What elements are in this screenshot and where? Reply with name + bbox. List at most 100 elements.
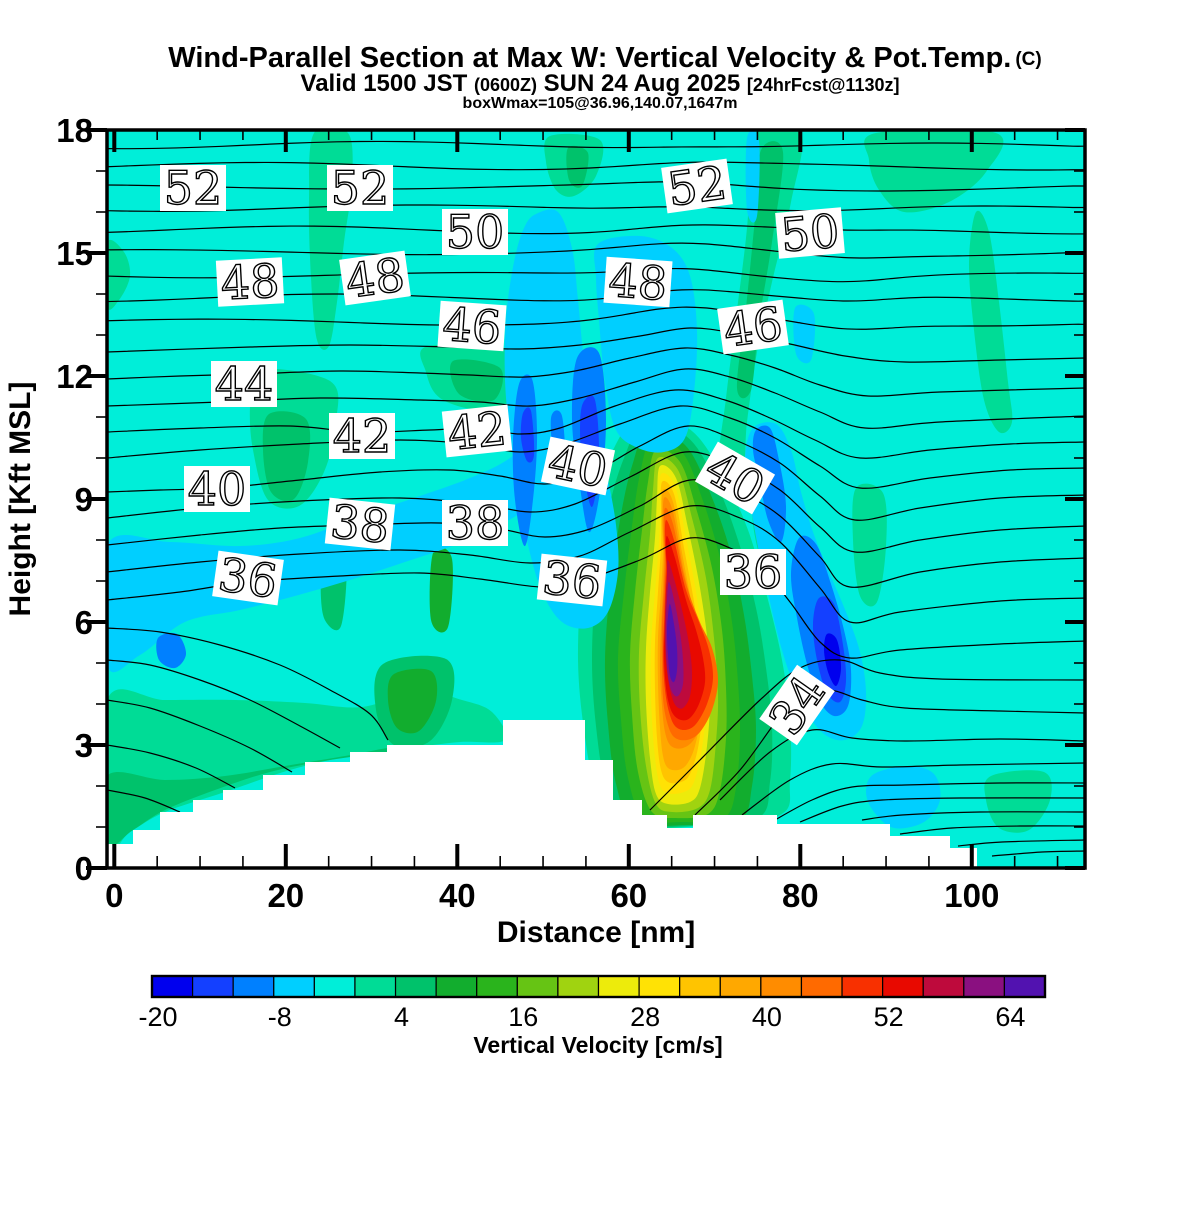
contour-line <box>899 825 1085 835</box>
colorbar-cell <box>151 975 194 998</box>
colorbar-cell <box>313 975 356 998</box>
contour-line <box>649 659 1085 811</box>
fill-blob <box>968 210 1013 434</box>
contour-label-box <box>442 209 508 255</box>
contour-line <box>107 789 181 813</box>
x-tick-label: 60 <box>610 877 647 914</box>
fill-blob <box>156 632 187 669</box>
axis-tick-labels: 18 15 12 9 6 3 00 20 40 60 80 100 <box>56 112 999 914</box>
contour-label-box <box>437 300 507 352</box>
contour-line <box>107 744 236 789</box>
colorbar-cell <box>760 975 803 998</box>
contour-label-text: 46 <box>441 297 503 355</box>
contour-line <box>107 368 1085 429</box>
contour-label-text: 44 <box>215 357 274 411</box>
colorbar-cell <box>273 975 315 998</box>
y-tick-label: 9 <box>75 481 93 518</box>
contour-label-box <box>540 436 616 496</box>
contour-label-box <box>339 250 411 306</box>
fill-blob <box>864 130 1004 213</box>
fill-blob <box>107 747 395 848</box>
x-tick-label: 0 <box>105 877 123 914</box>
fill-blob <box>852 483 887 607</box>
contour-line <box>107 627 389 741</box>
contour-line <box>107 327 1085 363</box>
contour-label-text: 36 <box>540 550 604 610</box>
contour-label: 50 <box>775 203 845 263</box>
fill-blob <box>520 407 535 463</box>
contour-line <box>991 850 1085 857</box>
y-tick-label: 15 <box>56 235 93 272</box>
colorbar-cell <box>1003 975 1046 998</box>
colorbar-tick-label: 4 <box>394 1002 409 1032</box>
colorbar-cell <box>841 975 884 998</box>
contour-label-box <box>211 361 277 407</box>
contour-label-box <box>184 466 250 512</box>
contour-line <box>861 811 1085 821</box>
contour-label-box <box>215 257 285 307</box>
colorbar-tick-label: 52 <box>874 1002 904 1032</box>
contour-label-box <box>212 550 284 606</box>
fill-blob <box>387 668 438 734</box>
y-axis-title: Height [Kft MSL] <box>4 382 37 617</box>
contour-line <box>107 405 1085 489</box>
contour-label: 46 <box>437 296 507 356</box>
colorbar-tick-label: -8 <box>268 1002 292 1032</box>
isentrope-contour-lines <box>107 140 1085 857</box>
fill-blob <box>667 603 678 683</box>
contour-label: 36 <box>212 546 284 610</box>
colorbar-cell <box>557 975 600 998</box>
contour-label-box <box>324 497 396 551</box>
fill-blob <box>745 130 760 223</box>
colorbar-cell <box>435 975 478 998</box>
contour-label-text: 38 <box>446 496 505 550</box>
title-units-suffix: (C) <box>1015 49 1041 70</box>
contour-label: 52 <box>160 160 226 216</box>
contour-label-box <box>694 441 776 515</box>
contour-label-text: 40 <box>544 434 612 499</box>
colorbar-title: Vertical Velocity [cm/s] <box>473 1032 722 1058</box>
contour-label-text: 48 <box>342 247 407 309</box>
colorbar-cell <box>638 975 681 998</box>
colorbar-tick-label: -20 <box>138 1002 177 1032</box>
annotation-maxw: boxWmax=105@36.96,140.07,1647m <box>463 95 738 112</box>
contour-line <box>741 762 1085 816</box>
subtitle: Valid 1500 JST (0600Z) SUN 24 Aug 2025 [… <box>301 70 900 97</box>
fill-blob <box>566 145 589 188</box>
contour-label-text: 42 <box>445 401 509 461</box>
y-tick-label: 3 <box>75 727 93 764</box>
fill-blob <box>262 411 311 502</box>
contour-label: 44 <box>211 356 277 412</box>
colorbar-cell <box>597 975 640 998</box>
contour-line <box>107 699 293 773</box>
contour-line <box>107 140 1085 150</box>
colorbar-cell <box>679 975 721 998</box>
colorbar-cell <box>963 975 1006 998</box>
colorbar-cell <box>882 975 924 998</box>
colorbar: -20 -8 4 16 28 40 52 64 <box>138 974 1047 1032</box>
contour-label: 42 <box>329 408 395 464</box>
contour-label-box <box>717 299 789 355</box>
contour-label-text: 48 <box>607 253 669 311</box>
contour-label: 48 <box>339 246 411 310</box>
y-tick-label: 0 <box>75 850 93 887</box>
contour-label-text: 38 <box>328 494 392 554</box>
contour-line <box>107 204 1085 212</box>
contour-label: 36 <box>536 549 608 611</box>
x-tick-label: 40 <box>439 877 476 914</box>
contour-line <box>107 505 1085 624</box>
y-tick-label: 18 <box>56 112 93 149</box>
contour-line <box>107 242 1085 259</box>
contour-line <box>767 782 1085 825</box>
contour-label-text: 50 <box>778 204 841 263</box>
contour-label: 40 <box>184 461 250 517</box>
colorbar-cell <box>800 975 843 998</box>
contour-line <box>107 479 1085 588</box>
contour-label-text: 42 <box>333 409 392 463</box>
contour-label-box <box>661 158 733 214</box>
main-title: Wind-Parallel Section at Max W: Vertical… <box>168 42 1042 74</box>
colorbar-cell <box>232 975 275 998</box>
contour-label-text: 36 <box>724 545 783 599</box>
colorbar-cell <box>191 975 234 998</box>
contour-label: 40 <box>540 433 616 499</box>
